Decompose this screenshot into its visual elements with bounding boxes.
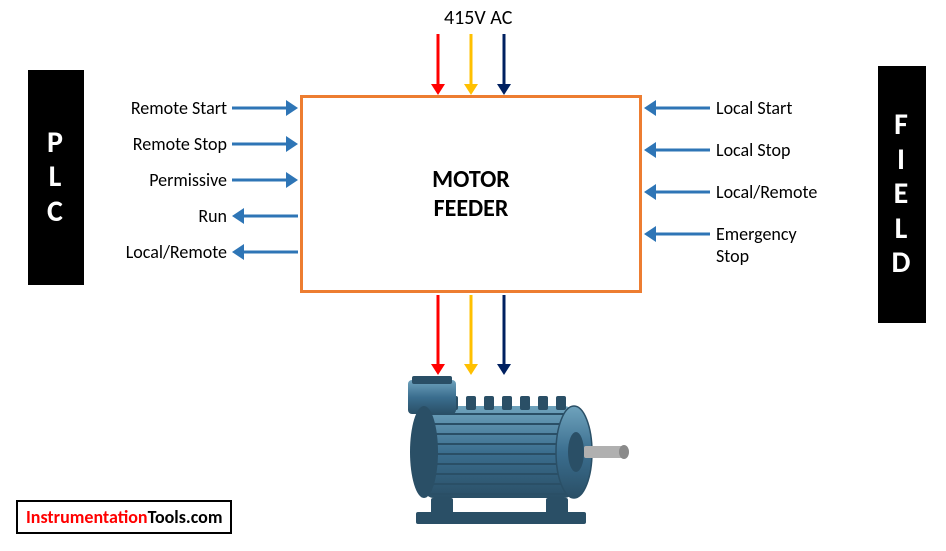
plc-signal-label: Permissive xyxy=(95,169,227,191)
field-signal-label: Stop xyxy=(716,245,749,267)
plc-signal-label: Remote Start xyxy=(95,97,227,119)
plc-signal-label: Remote Stop xyxy=(95,133,227,155)
plc-signal-label: Local/Remote xyxy=(95,241,227,263)
field-signal-label: Local/Remote xyxy=(716,181,817,203)
field-signal-label: Emergency xyxy=(716,223,797,245)
field-signal-label: Local Start xyxy=(716,97,792,119)
field-signal-label: Local Stop xyxy=(716,139,790,161)
plc-signal-label: Run xyxy=(95,205,227,227)
motor-icon xyxy=(376,368,636,528)
